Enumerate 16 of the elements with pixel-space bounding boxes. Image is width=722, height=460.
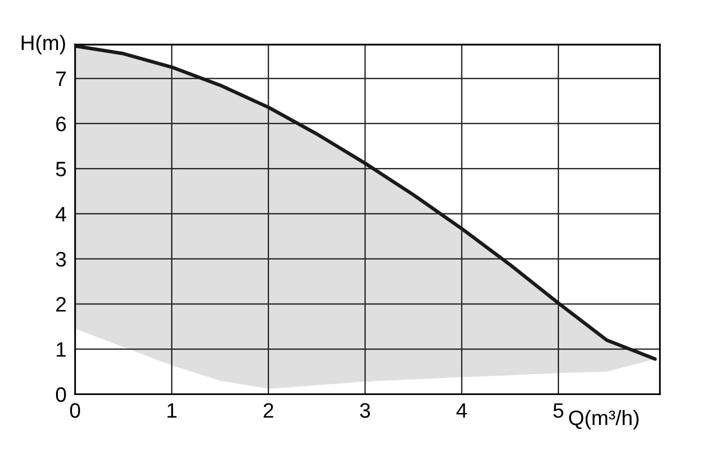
y-tick-label: 2: [56, 297, 66, 312]
y-tick-label: 3: [56, 252, 66, 267]
y-tick-label: 4: [56, 206, 66, 222]
y-axis-title: H(m): [22, 34, 66, 54]
y-tick-label: 5: [56, 162, 66, 176]
x-axis-title: Q(m³/h): [569, 410, 639, 430]
y-tick-label: 7: [56, 72, 66, 86]
y-tick-label: 6: [56, 116, 66, 132]
x-tick-label: 0: [70, 403, 80, 418]
x-tick-label: 1: [168, 403, 177, 418]
x-tick-label: 4: [456, 403, 467, 418]
y-tick-label: 0: [56, 387, 66, 402]
x-tick-label: 5: [553, 403, 564, 418]
x-tick-label: 3: [360, 403, 370, 418]
y-tick-label: 1: [56, 342, 66, 357]
x-tick-label: 2: [264, 403, 274, 418]
